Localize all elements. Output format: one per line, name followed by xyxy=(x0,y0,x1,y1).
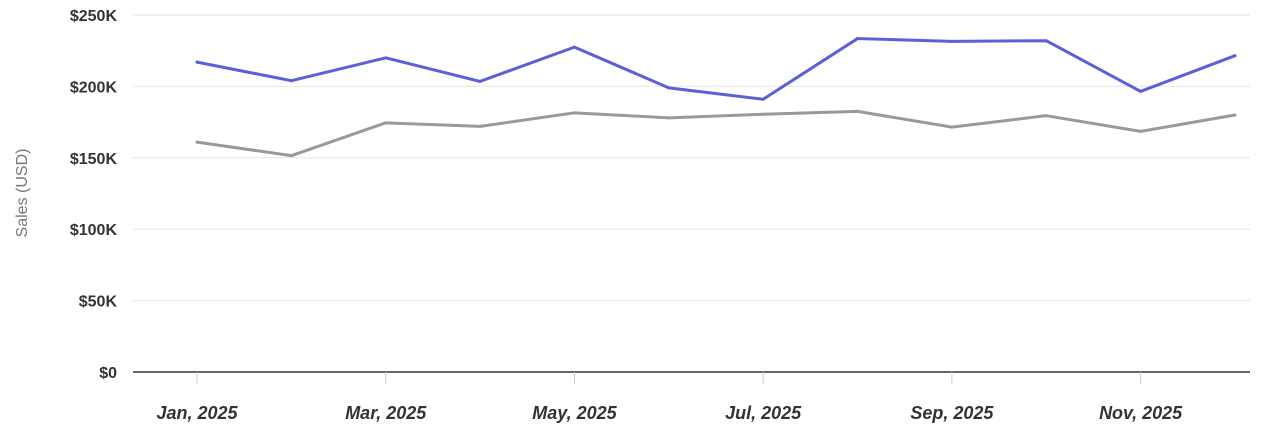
data-point xyxy=(195,60,199,64)
y-tick-label: $150K xyxy=(70,151,118,168)
data-point xyxy=(572,45,576,49)
y-tick-label: $200K xyxy=(70,79,118,96)
series-line-2 xyxy=(195,109,1237,158)
data-point xyxy=(1233,54,1237,58)
data-point xyxy=(856,109,860,113)
data-point xyxy=(478,79,482,83)
data-point xyxy=(1139,129,1143,133)
data-point xyxy=(289,154,293,158)
y-tick-label: $100K xyxy=(70,222,118,239)
data-point xyxy=(289,79,293,83)
grid-lines xyxy=(133,14,1250,302)
x-tick-label: Mar, 2025 xyxy=(345,403,427,423)
data-point xyxy=(856,37,860,41)
y-tick-label: $0 xyxy=(99,365,117,382)
series-lines xyxy=(195,37,1237,158)
x-tick-label: Jul, 2025 xyxy=(725,403,802,423)
data-point xyxy=(1233,113,1237,117)
data-point xyxy=(1044,39,1048,43)
data-point xyxy=(478,124,482,128)
data-point xyxy=(195,140,199,144)
data-point xyxy=(950,39,954,43)
data-point xyxy=(761,112,765,116)
data-point xyxy=(667,116,671,120)
data-point xyxy=(1044,114,1048,118)
y-tick-label: $50K xyxy=(79,294,118,311)
x-tick-label: Sep, 2025 xyxy=(910,403,994,423)
data-point xyxy=(572,111,576,115)
data-point xyxy=(667,86,671,90)
data-point xyxy=(950,125,954,129)
series-line-1 xyxy=(195,37,1237,101)
y-axis-tick-labels: $0 $50K $100K $150K $200K $250K xyxy=(70,8,118,382)
data-point xyxy=(1139,89,1143,93)
x-axis: Jan, 2025 Mar, 2025 May, 2025 Jul, 2025 Sep,… xyxy=(133,371,1250,423)
x-tick-label: Nov, 2025 xyxy=(1099,403,1183,423)
data-point xyxy=(384,56,388,60)
x-tick-label: Jan, 2025 xyxy=(156,403,238,423)
data-point xyxy=(384,121,388,125)
y-axis-title: Sales (USD) xyxy=(14,149,31,238)
data-point xyxy=(761,97,765,101)
x-tick-label: May, 2025 xyxy=(532,403,617,423)
y-tick-label: $250K xyxy=(70,8,118,25)
